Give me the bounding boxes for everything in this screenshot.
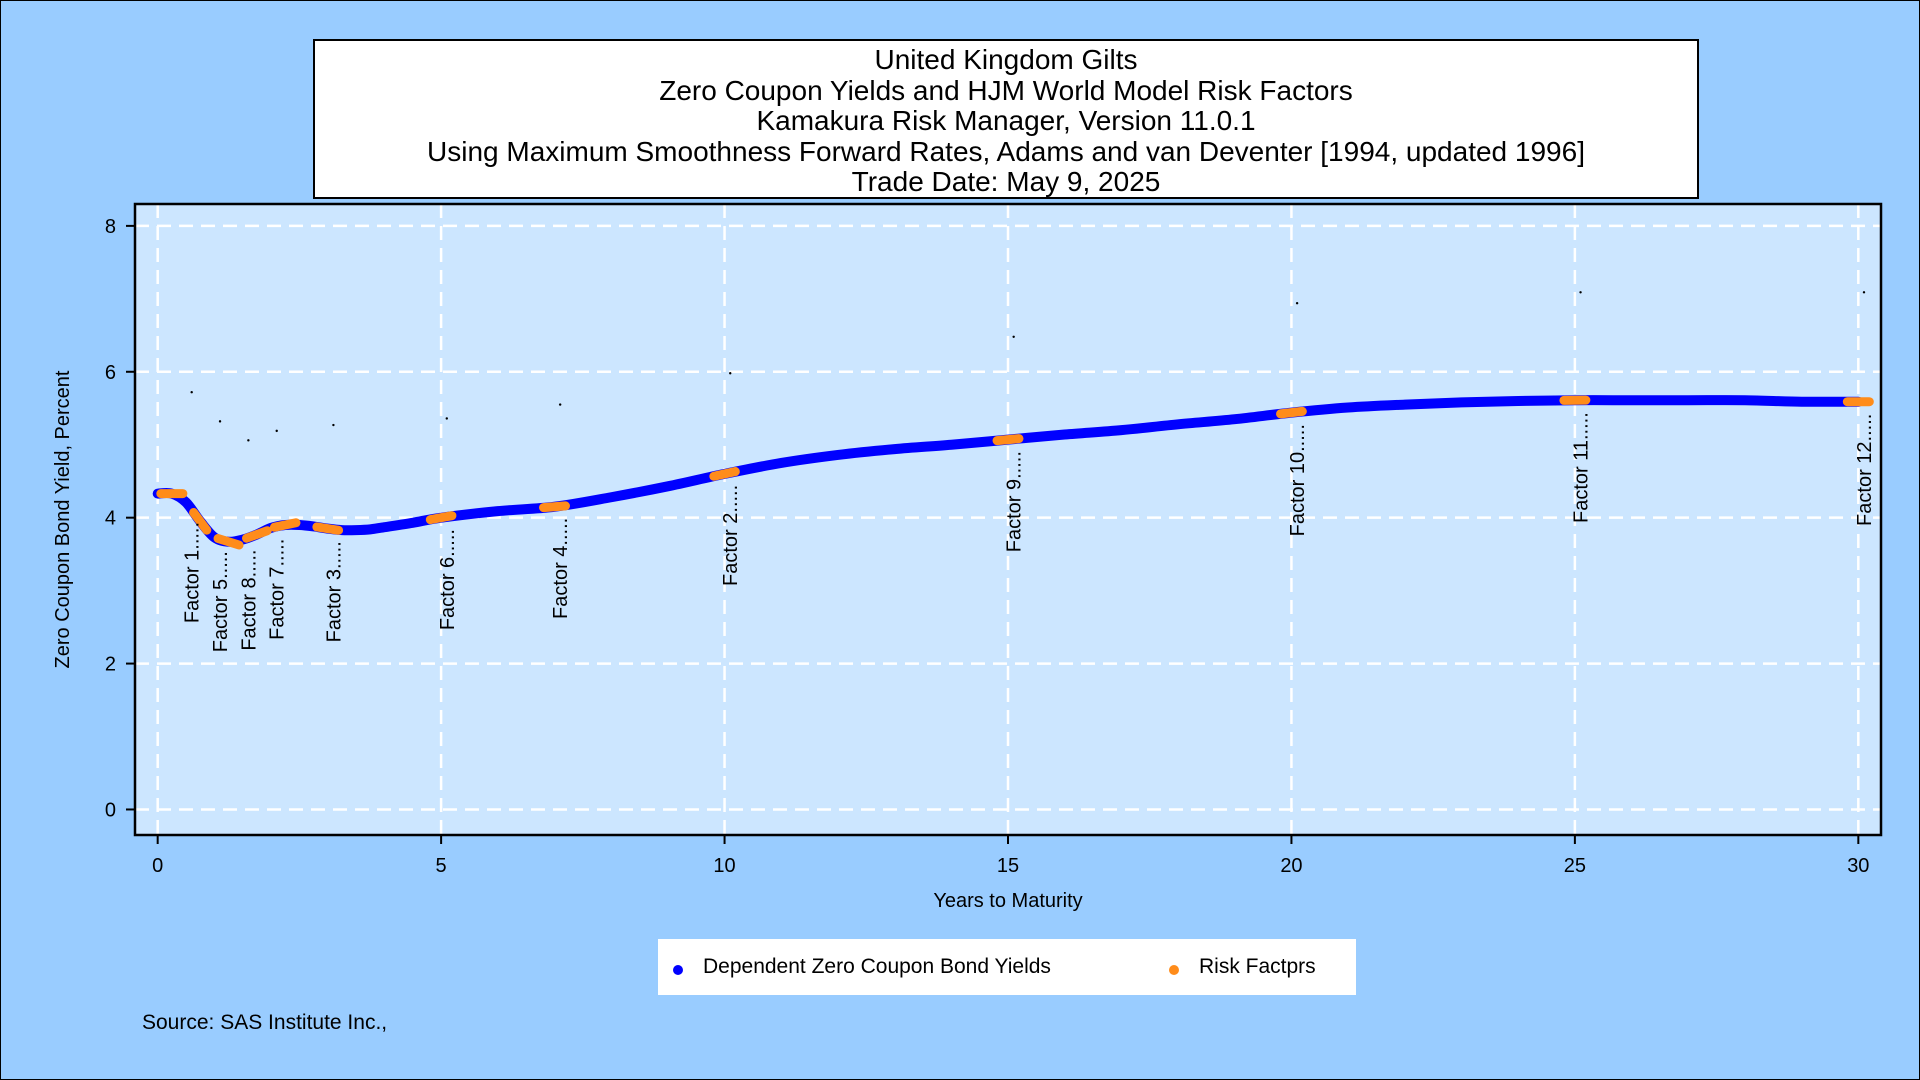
legend-marker-yields (673, 965, 683, 975)
factor-label-dot-8 (1012, 335, 1015, 338)
risk-factor-marker-3 (242, 526, 272, 543)
factor-label-8: Factor 9..... (1004, 451, 1026, 552)
factor-label-0: Factor 1..... (182, 522, 204, 623)
x-tick-label-5: 25 (1564, 855, 1586, 877)
legend-label-yields: Dependent Zero Coupon Bond Yields (703, 955, 1051, 978)
factor-label-4: Factor 3..... (323, 541, 345, 642)
risk-factor-marker-6 (425, 511, 457, 525)
legend-label-factors: Risk Factprs (1199, 955, 1316, 978)
risk-factor-marker-10 (1276, 406, 1307, 419)
factor-label-dot-11 (1862, 291, 1866, 294)
legend-marker-factors (1169, 965, 1179, 975)
factor-label-11: Factor 12..... (1854, 414, 1876, 526)
y-tick-label-4: 8 (105, 216, 116, 238)
risk-factor-marker-8 (709, 467, 740, 481)
chart-title-line-3: Kamakura Risk Manager, Version 11.0.1 (756, 105, 1256, 136)
source-note: Source: SAS Institute Inc., (142, 1011, 388, 1034)
x-tick-label-2: 10 (713, 855, 735, 877)
factor-label-dot-3 (275, 429, 278, 433)
factor-label-2: Factor 8..... (238, 550, 260, 651)
risk-factor-marker-4 (269, 518, 301, 532)
y-tick-label-0: 0 (105, 799, 116, 821)
chart-title-line-2: Zero Coupon Yields and HJM World Model R… (659, 74, 1353, 106)
factor-label-5: Factor 6..... (437, 529, 459, 630)
risk-factor-marker-5 (312, 522, 344, 535)
factor-label-dot-2 (247, 439, 250, 442)
factor-label-dot-0 (190, 391, 193, 394)
factor-label-dot-4 (332, 423, 335, 427)
chart-title-line-5: Trade Date: May 9, 2025 (851, 166, 1161, 197)
factor-label-3: Factor 7..... (267, 539, 289, 640)
factor-label-dot-1 (218, 420, 222, 423)
x-axis-label: Years to Maturity (933, 890, 1082, 912)
factor-label-dot-5 (445, 417, 448, 420)
y-tick-label-2: 4 (105, 508, 116, 530)
risk-factor-marker-7 (539, 501, 570, 513)
factor-label-7: Factor 2..... (720, 485, 742, 586)
y-axis-label: Zero Coupon Bond Yield, Percent (52, 370, 74, 668)
y-tick-label-3: 6 (105, 362, 116, 384)
x-tick-label-3: 15 (997, 855, 1019, 877)
factor-label-dot-9 (1295, 302, 1299, 305)
factor-label-dot-10 (1579, 291, 1582, 294)
factor-label-6: Factor 4..... (550, 518, 572, 619)
factor-label-1: Factor 5..... (210, 551, 232, 652)
x-tick-label-6: 30 (1847, 855, 1869, 877)
chart-title-line-1: United Kingdom Gilts (874, 44, 1138, 75)
chart-legend: Dependent Zero Coupon Bond Yields Risk F… (658, 939, 1356, 995)
risk-factor-marker-2 (213, 534, 244, 550)
factor-label-10: Factor 11..... (1571, 412, 1593, 523)
risk-factor-marker-9 (992, 434, 1024, 446)
factor-label-9: Factor 10..... (1287, 424, 1309, 536)
factor-label-dot-7 (729, 372, 732, 375)
x-tick-label-0: 0 (152, 855, 163, 877)
factor-label-dot-6 (558, 403, 562, 406)
chart-title-line-4: Using Maximum Smoothness Forward Rates, … (427, 135, 1585, 167)
y-tick-label-1: 2 (105, 654, 116, 676)
x-tick-label-1: 5 (436, 855, 447, 877)
x-tick-label-4: 20 (1280, 855, 1302, 877)
risk-factor-marker-1 (189, 508, 212, 535)
chart-title-box: United Kingdom Gilts Zero Coupon Yields … (313, 39, 1699, 199)
